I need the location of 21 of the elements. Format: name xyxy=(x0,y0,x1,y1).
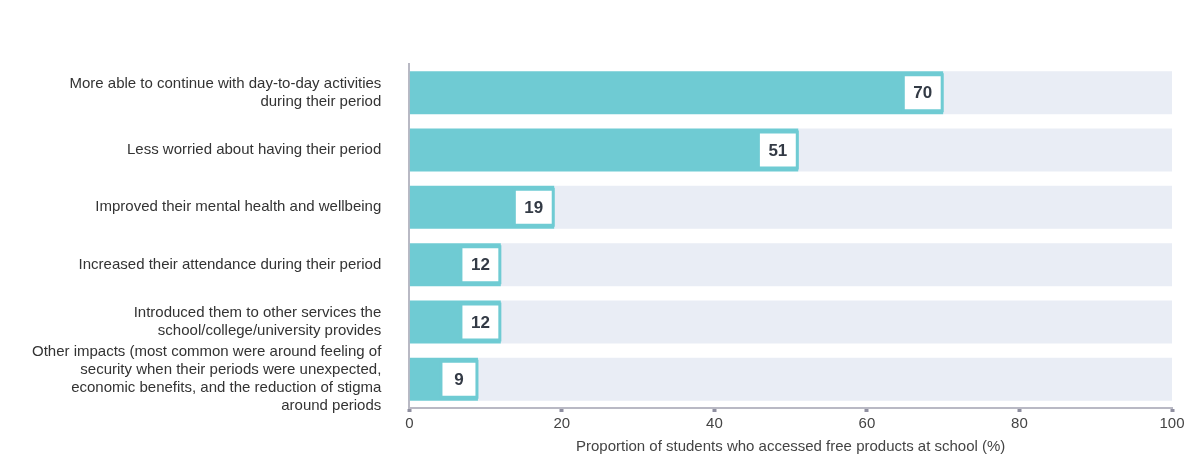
x-tick-label: 20 xyxy=(553,414,571,432)
bar xyxy=(409,128,799,172)
x-axis-title: Proportion of students who accessed free products at school (%) xyxy=(575,437,1006,455)
bar xyxy=(409,71,944,115)
x-tick-label: 0 xyxy=(405,414,414,432)
x-tick-label: 100 xyxy=(1159,414,1185,432)
y-tick-label: Introduced them to other services the school/college/university provides xyxy=(133,303,382,339)
y-tick-label: More able to continue with day-to-day activities during their period xyxy=(69,73,382,109)
x-tick-label: 60 xyxy=(858,414,876,432)
data-label: 51 xyxy=(768,140,788,160)
y-tick-label: Other impacts (most common were around feeling of security when their periods were unexpected, economic benefits, and the reduction of stigma around periods xyxy=(31,342,383,414)
data-label: 70 xyxy=(913,83,933,103)
x-tick-label: 80 xyxy=(1011,414,1028,432)
y-tick-label: Less worried about having their period xyxy=(126,140,382,158)
data-label: 19 xyxy=(524,198,544,218)
data-label: 12 xyxy=(470,255,490,275)
data-label: 9 xyxy=(454,370,464,390)
y-tick-label: Increased their attendance during their period xyxy=(78,254,382,272)
x-tick-label: 40 xyxy=(706,414,723,432)
y-tick-label: Improved their mental health and wellbeing xyxy=(95,197,382,215)
data-label: 12 xyxy=(470,312,490,332)
